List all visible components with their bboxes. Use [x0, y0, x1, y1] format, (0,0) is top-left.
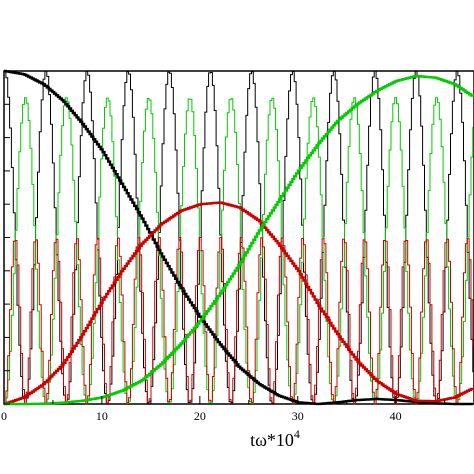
envelope-series [4, 69, 473, 406]
oscillation-series [4, 70, 474, 405]
x-tick-label: 30 [292, 409, 304, 423]
envelope-series [4, 201, 474, 406]
x-tick-label: 40 [390, 409, 402, 423]
x-tick-label: 10 [96, 409, 108, 423]
x-axis-label-superscript: 4 [294, 427, 300, 441]
oscillation-series [4, 237, 474, 405]
x-tick-labels: 0 10 20 30 40 [1, 409, 402, 423]
x-tick-label: 0 [1, 409, 7, 423]
oscillation-series [4, 97, 474, 405]
x-tick-label: 20 [194, 409, 206, 423]
x-ticks [3, 396, 446, 404]
y-ticks [4, 70, 10, 405]
x-axis-label-text: tω*10 [250, 430, 294, 450]
envelope-series [4, 74, 474, 406]
series-layer [4, 69, 474, 406]
plot-frame [3, 70, 474, 405]
x-axis-label: tω*104 [250, 427, 300, 450]
